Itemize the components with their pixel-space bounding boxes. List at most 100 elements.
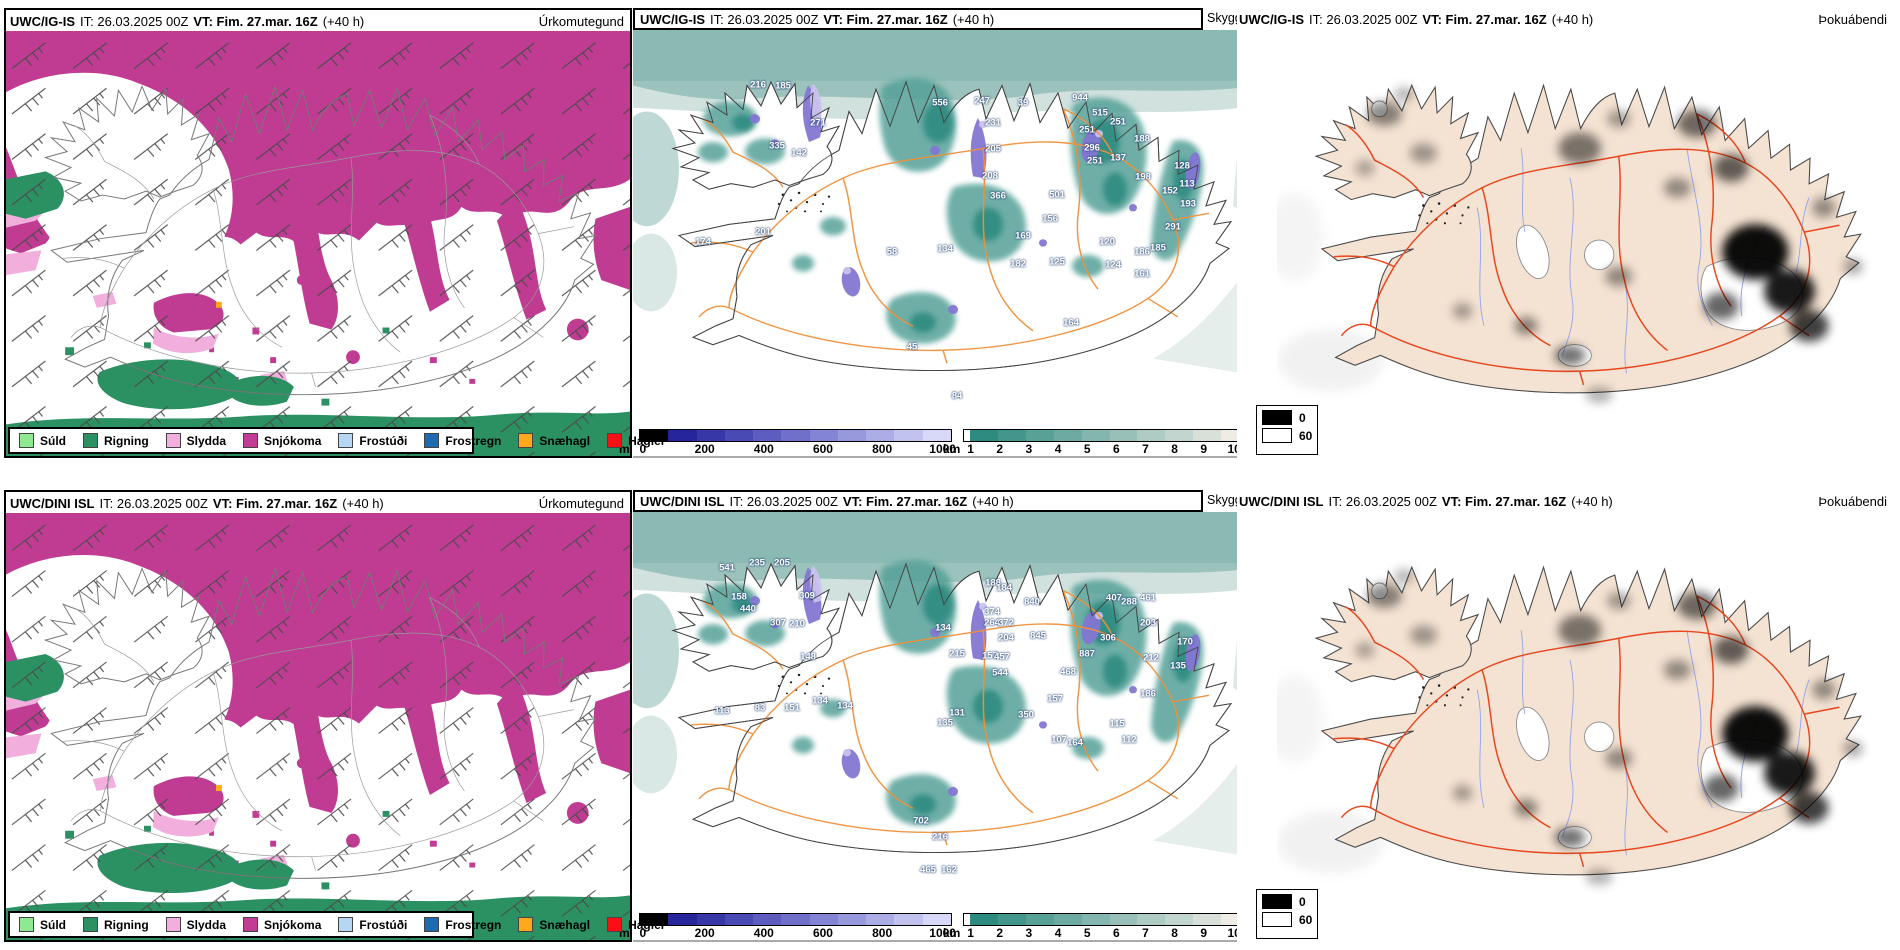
visibility-value: 247 [974, 95, 990, 107]
panel-header: UWC/IG-IS IT: 26.03.2025 00Z VT: Fim. 27… [633, 8, 1203, 30]
panel-visibility-igis: UWC/IG-IS IT: 26.03.2025 00Z VT: Fim. 27… [619, 8, 1266, 458]
visibility-value: 134 [812, 695, 828, 707]
colorbar-strip [639, 913, 952, 926]
colorbar-tick: 0 [639, 926, 647, 940]
colorbar-tick: 3 [1025, 926, 1033, 940]
fog-label: 60 [1299, 912, 1313, 927]
visibility-value: 185 [1150, 242, 1166, 254]
fog-swatch [1262, 894, 1292, 909]
colorbar-segment [640, 430, 669, 441]
model-name: UWC/IG-IS [640, 11, 705, 27]
precip-legend-item: Snjókoma [243, 433, 321, 448]
fog-map-art [1277, 512, 1895, 936]
visibility-value-labels: 216 185 271 335 142 174 201 944 515 251 251 296 251 1… [633, 30, 1266, 428]
colorbar-segment [894, 430, 923, 441]
panel-precip-type-igis: UWC/IG-IS IT: 26.03.2025 00Z VT: Fim. 27… [4, 8, 664, 458]
visibility-value: 501 [1049, 189, 1065, 201]
precip-swatch [243, 433, 259, 448]
visibility-colorbar-m: m 0 200 400 600 800 1000 [619, 429, 956, 457]
visibility-value: 457 [994, 651, 1010, 663]
forecast-offset: (+40 h) [342, 495, 384, 511]
init-time: IT: 26.03.2025 00Z [710, 11, 819, 27]
precip-label: Haglél [628, 917, 665, 932]
visibility-value: 134 [937, 243, 953, 255]
visibility-value: 193 [1180, 198, 1196, 210]
colorbar-tick: 4 [1054, 926, 1062, 940]
model-name: UWC/IG-IS [10, 13, 75, 29]
visibility-value: 185 [775, 80, 791, 92]
visibility-value: 156 [1042, 213, 1058, 225]
fog-legend-item: 60 [1262, 912, 1317, 927]
colorbar-segment [1081, 914, 1110, 925]
colorbar-segment [894, 914, 923, 925]
model-name: UWC/DINI ISL [10, 495, 95, 511]
visibility-value: 204 [998, 632, 1014, 644]
visibility-value: 251 [1079, 124, 1095, 136]
visibility-value: 335 [769, 140, 785, 152]
precip-legend-item: Frostúði [338, 433, 407, 448]
visibility-value: 541 [719, 562, 735, 574]
colorbar-segment [1193, 914, 1222, 925]
visibility-value: 83 [754, 702, 766, 714]
precip-legend-item: Frostregn [424, 917, 501, 932]
colorbar-unit: m [619, 926, 630, 940]
colorbar-segment [964, 430, 971, 441]
colorbar-segment [1025, 914, 1054, 925]
visibility-map: 216 185 271 335 142 174 201 944 515 251 251 296 251 1… [633, 30, 1266, 428]
precipitation-type-map [6, 513, 630, 940]
visibility-value: 288 [1121, 596, 1137, 608]
precipitation-type-map [6, 31, 630, 456]
colorbar-tick: 400 [753, 442, 774, 456]
colorbar-segment [964, 914, 971, 925]
colorbar-segment [866, 914, 895, 925]
forecast-offset: (+40 h) [972, 493, 1014, 509]
colorbar-segment [753, 914, 782, 925]
colorbar-segment [998, 430, 1026, 441]
visibility-value: 887 [1079, 648, 1095, 660]
visibility-value: 205 [774, 557, 790, 569]
panel-fog-dini: UWC/DINI ISL IT: 26.03.2025 00Z VT: Fim.… [1237, 490, 1897, 942]
valid-time: VT: Fim. 27.mar. 16Z [842, 493, 968, 509]
visibility-colorbar-m: m 0 200 400 600 800 1000 [619, 913, 956, 941]
visibility-value: 271 [810, 117, 826, 129]
visibility-value: 186 [1140, 688, 1156, 700]
panel-header: UWC/IG-IS IT: 26.03.2025 00Z VT: Fim. 27… [1237, 8, 1897, 30]
colorbar-segment [781, 914, 810, 925]
fog-label: 0 [1299, 410, 1306, 425]
precip-legend-item: Frostregn [424, 433, 501, 448]
visibility-value: 845 [1030, 630, 1046, 642]
precip-swatch [243, 917, 259, 932]
visibility-value: 203 [1140, 617, 1156, 629]
precip-swatch [518, 433, 534, 448]
visibility-value: 112 [1121, 734, 1137, 746]
visibility-value: 461 [1140, 592, 1156, 604]
visibility-value: 174 [695, 236, 711, 248]
valid-time: VT: Fim. 27.mar. 16Z [212, 495, 338, 511]
visibility-value: 468 [1060, 666, 1076, 678]
visibility-value: 208 [982, 170, 998, 182]
colorbar-unit: m [619, 442, 630, 456]
precip-label: Slydda [186, 433, 227, 448]
colorbar-tick: 5 [1083, 442, 1091, 456]
product-label: Úrkomutegund [538, 13, 624, 29]
forecast-offset: (+40 h) [1571, 493, 1613, 509]
visibility-value: 231 [985, 117, 1001, 129]
colorbar-segment [1053, 430, 1082, 441]
forecast-offset: (+40 h) [952, 11, 995, 27]
valid-time: VT: Fim. 27.mar. 16Z [823, 11, 948, 27]
precip-label: Súld [40, 917, 66, 932]
init-time: IT: 26.03.2025 00Z [1328, 493, 1437, 509]
precip-legend-item: Frostúði [338, 917, 407, 932]
colorbar-segment [1137, 914, 1166, 925]
visibility-value: 210 [789, 618, 805, 630]
precip-label: Slydda [186, 917, 227, 932]
colorbar-segment [970, 914, 999, 925]
colorbar-segment [781, 430, 810, 441]
visibility-value: 107 [1051, 734, 1067, 746]
visibility-value: 135 [937, 717, 953, 729]
colorbar-segment [809, 430, 838, 441]
visibility-value: 164 [1063, 317, 1079, 329]
colorbar-segment [922, 430, 951, 441]
precip-label: Rigning [104, 433, 149, 448]
model-name: UWC/DINI ISL [640, 493, 725, 509]
